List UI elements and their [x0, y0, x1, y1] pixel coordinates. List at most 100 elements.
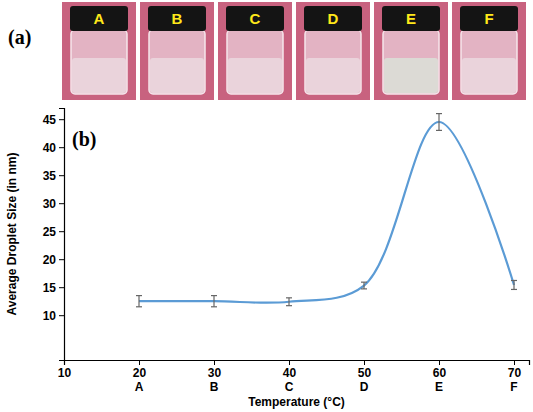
y-tick: 30: [43, 197, 64, 211]
vial-liquid: [72, 58, 126, 93]
y-tick: 35: [43, 169, 64, 183]
vial-label: D: [328, 10, 339, 27]
vial-label: B: [172, 10, 183, 27]
error-bar: [286, 298, 292, 306]
y-tick-mark: [59, 119, 64, 120]
plot-area: [136, 114, 517, 307]
y-tick-label: 20: [43, 253, 57, 267]
vial: F: [452, 2, 526, 100]
x-axis-line: [65, 361, 530, 366]
y-tick-label: 45: [43, 113, 57, 127]
x-tick-label: 10: [58, 366, 72, 380]
x-tick: 70: [508, 360, 522, 380]
error-bar-stem: [138, 296, 139, 307]
panel-label: (b): [72, 128, 96, 151]
error-bar-cap: [211, 306, 217, 307]
y-tick-label: 15: [43, 281, 57, 295]
error-bar-cap: [511, 280, 517, 281]
vial-cap: [304, 6, 362, 31]
y-tick-mark: [59, 175, 64, 176]
x-tick-label: 40: [283, 366, 297, 380]
vial-background: [140, 2, 214, 100]
vial-background: [374, 2, 448, 100]
vial-glass: [71, 30, 127, 94]
vial-background: [218, 2, 292, 100]
y-tick-label: 35: [43, 169, 57, 183]
y-axis: 10 15 20 25 30 35 40 45: [43, 109, 65, 361]
vial-glass: [305, 30, 361, 94]
vial-label: C: [250, 10, 261, 27]
y-tick: 25: [43, 225, 64, 239]
vial-label: A: [94, 10, 105, 27]
x-tick-mark: [439, 360, 440, 365]
vial-liquid: [228, 58, 282, 93]
y-tick: 20: [43, 253, 64, 267]
error-bar-cap: [286, 305, 292, 306]
x-tick-label: 60: [433, 366, 447, 380]
vial: C: [218, 2, 292, 100]
error-bar-cap: [136, 306, 142, 307]
error-bar-cap: [136, 295, 142, 296]
y-tick: 40: [43, 141, 64, 155]
x-tick-label: 70: [508, 366, 522, 380]
y-tick-mark: [59, 259, 64, 260]
x-tick-label: 50: [358, 366, 372, 380]
category-label: B: [210, 380, 219, 394]
error-bar-cap: [511, 289, 517, 290]
error-bar: [436, 114, 442, 131]
error-bar-cap: [436, 130, 442, 131]
vial: B: [140, 2, 214, 100]
y-tick-label: 30: [43, 197, 57, 211]
error-bar-cap: [361, 282, 367, 283]
x-axis-title: Temperature (°C): [248, 395, 345, 409]
vial: E: [374, 2, 448, 100]
error-bar: [511, 280, 517, 289]
x-tick: 30: [208, 360, 222, 380]
data-line: [139, 122, 514, 303]
y-tick-mark: [59, 203, 64, 204]
x-tick-mark: [214, 360, 215, 365]
vial-glass: [461, 30, 517, 94]
x-tick: 60: [433, 360, 447, 380]
x-tick: 40: [283, 360, 297, 380]
vial-liquid: [306, 58, 360, 93]
category-label: A: [135, 380, 144, 394]
vial-label: F: [484, 10, 493, 27]
y-tick-label: 40: [43, 141, 57, 155]
vial-liquid: [384, 58, 438, 93]
panel-a: (a) A B C D E F: [8, 2, 526, 100]
x-tick-mark: [139, 360, 140, 365]
x-tick-label: 30: [208, 366, 222, 380]
vial-liquid: [150, 58, 204, 93]
error-bar: [361, 282, 367, 289]
category-label: F: [510, 380, 517, 394]
y-tick-label: 25: [43, 225, 57, 239]
x-tick-mark: [289, 360, 290, 365]
x-tick-mark: [364, 360, 365, 365]
vial-cap: [382, 6, 440, 31]
vial: D: [296, 2, 370, 100]
error-bars: [136, 114, 517, 307]
y-axis-title: Average Droplet Size (in nm): [5, 153, 19, 316]
vial-background: [452, 2, 526, 100]
vial-cap: [148, 6, 206, 31]
y-tick-mark: [59, 287, 64, 288]
vial-cap: [226, 6, 284, 31]
category-label: C: [285, 380, 294, 394]
vial-background: [296, 2, 370, 100]
x-tick-mark: [514, 360, 515, 365]
error-bar-stem: [438, 114, 439, 131]
error-bar-stem: [288, 298, 289, 306]
vial: A: [62, 2, 136, 100]
error-bar: [211, 296, 217, 307]
y-tick-label: 10: [43, 309, 57, 323]
error-bar-stem: [363, 282, 364, 289]
panel-label: (a): [8, 26, 31, 49]
error-bar-cap: [286, 297, 292, 298]
error-bar-stem: [213, 296, 214, 307]
y-axis-line: [59, 109, 65, 361]
vial-glass: [149, 30, 205, 94]
y-tick: 45: [43, 113, 64, 127]
error-bar: [136, 296, 142, 307]
category-label: D: [360, 380, 369, 394]
